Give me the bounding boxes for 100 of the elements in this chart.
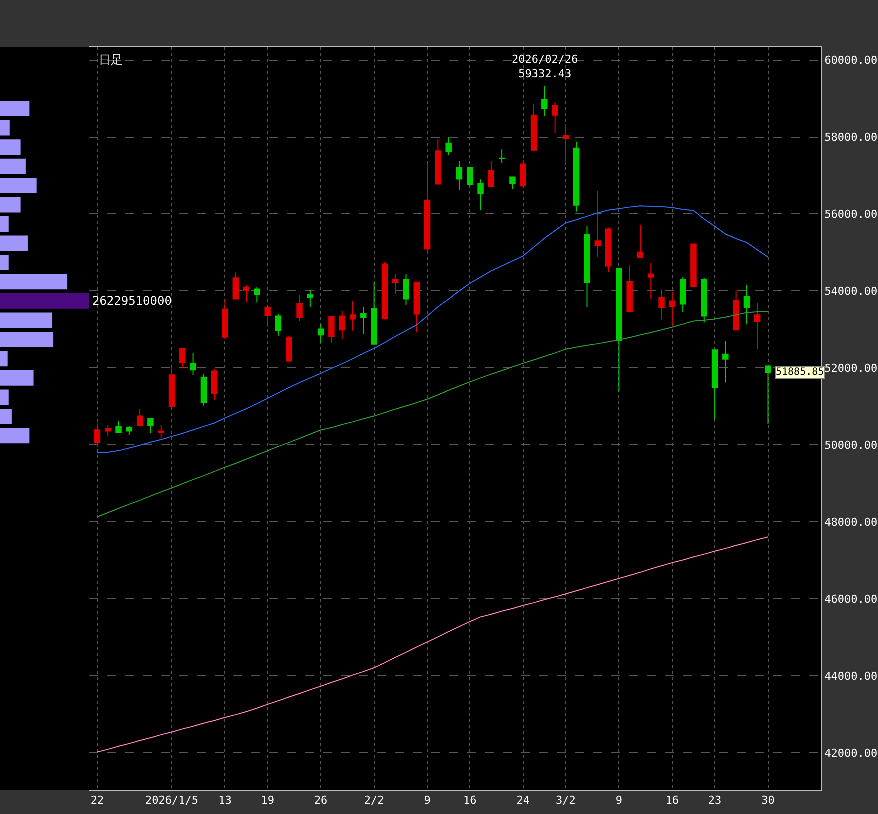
y-tick-label: 60000.00 (824, 54, 878, 68)
candlestick (360, 306, 367, 335)
candlestick (467, 168, 474, 187)
y-tick-label: 54000.00 (824, 285, 878, 298)
candlestick (584, 226, 590, 308)
x-tick-label: 13 (218, 794, 232, 808)
bar (0, 255, 9, 270)
candlestick (168, 368, 176, 408)
x-tick-label: 16 (666, 794, 680, 808)
candlestick (296, 294, 303, 322)
candlestick (478, 179, 484, 211)
y-tick-label: 48000.00 (824, 516, 878, 529)
candlestick (488, 160, 495, 188)
x-tick-label: 3/2 (556, 794, 576, 808)
candlestick (605, 227, 612, 272)
annotation: 2026/02/26 59332.43 (512, 53, 578, 80)
bar (0, 140, 21, 155)
y-tick-label: 58000.00 (824, 131, 878, 144)
bar (0, 351, 8, 367)
candlestick (637, 224, 644, 258)
bar (0, 101, 30, 116)
candlestick (232, 272, 239, 300)
candlestick (573, 141, 580, 212)
bar (0, 408, 12, 424)
candlestick (222, 299, 228, 340)
candlestick (94, 423, 101, 448)
candlestick (722, 340, 729, 384)
x-tick-label: 30 (762, 794, 775, 808)
bar (0, 332, 54, 348)
line-series (96, 536, 769, 753)
x-tick-label: 16 (464, 794, 477, 808)
x-tick-label: 9 (616, 794, 623, 808)
x-tick-label: 24 (516, 794, 530, 808)
candlestick (754, 303, 761, 350)
candlestick (424, 162, 431, 254)
candlestick (562, 124, 570, 166)
candlestick (148, 418, 154, 434)
candlestick (712, 350, 718, 420)
candlestick (435, 138, 442, 185)
candlestick (200, 374, 208, 406)
x-tick-label: 9 (424, 794, 431, 808)
candlestick (264, 306, 271, 328)
candlestick (690, 244, 697, 288)
candlestick (339, 310, 346, 340)
candlestick (552, 102, 558, 134)
y-tick-label: 50000.00 (824, 439, 878, 452)
candlestick (744, 284, 750, 325)
bar (0, 390, 9, 406)
candlestick (510, 176, 516, 190)
candlestick (498, 149, 506, 164)
candlestick (616, 268, 622, 392)
candlestick (530, 104, 538, 152)
line-series (96, 311, 769, 518)
y-tick-label: 56000.00 (824, 208, 878, 222)
candlestick (733, 290, 740, 331)
x-tick-label: 2/2 (364, 794, 384, 808)
y-tick-label: 42000.00 (824, 746, 878, 760)
candlestick (594, 190, 601, 258)
y-tick-label: 52000.00 (824, 362, 878, 376)
candlestick (520, 160, 526, 188)
candlestick (211, 368, 218, 401)
candlestick (626, 264, 633, 312)
x-tick-label: 23 (708, 794, 722, 808)
candlestick (446, 137, 452, 156)
x-tick-label: 19 (261, 794, 274, 808)
candlestick (328, 316, 335, 344)
bar (0, 312, 53, 328)
candlestick (542, 85, 548, 117)
candlestick (765, 366, 772, 424)
x-tick-label: 22 (90, 794, 104, 808)
candlestick (382, 261, 388, 320)
bar (0, 294, 90, 309)
candlestick (136, 408, 144, 426)
candlestick (648, 263, 654, 300)
bar (0, 216, 9, 232)
candlestick (254, 286, 260, 304)
bar (0, 274, 68, 290)
candlestick (243, 284, 250, 304)
annotation: 51885.85 (776, 367, 824, 378)
candlestick (105, 424, 112, 437)
candlestick (180, 348, 186, 370)
data-label: 26229510000 (92, 294, 172, 308)
bar (0, 178, 37, 194)
candlestick (158, 424, 164, 438)
candlestick (701, 278, 708, 324)
candlestick (669, 291, 676, 327)
candlestick (403, 274, 410, 306)
candlestick (680, 276, 686, 312)
candlestick (116, 420, 122, 434)
candlestick (658, 289, 665, 320)
candlestick (350, 300, 356, 332)
x-tick-label: 2026/1/5 (146, 794, 198, 808)
y-tick-label: 44000.00 (824, 670, 878, 683)
candlestick (286, 335, 292, 363)
candlestick (126, 426, 133, 436)
bar (0, 158, 26, 174)
y-tick-label: 46000.00 (824, 592, 878, 606)
annotation: 日足 (99, 53, 123, 67)
x-tick-label: 26 (314, 794, 328, 808)
candlestick (307, 290, 314, 308)
